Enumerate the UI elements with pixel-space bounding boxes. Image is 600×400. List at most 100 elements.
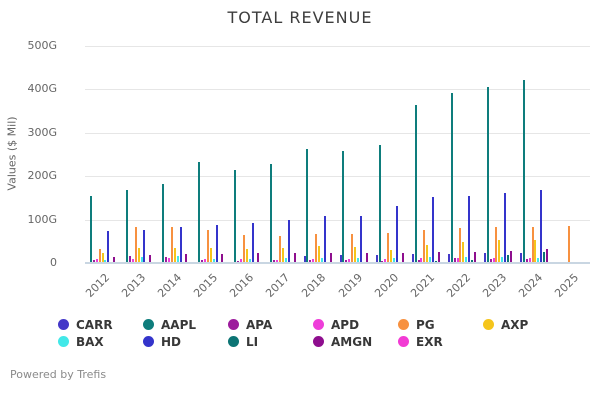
bar-HD-2020[interactable] (395, 206, 398, 263)
bar-APA-2012[interactable] (92, 260, 95, 263)
bar-AXP-2019[interactable] (354, 246, 357, 263)
bar-LI-2024[interactable] (543, 251, 546, 263)
bar-APA-2014[interactable] (165, 256, 168, 263)
bar-PG-2022[interactable] (459, 228, 462, 263)
bar-PG-2013[interactable] (134, 226, 137, 263)
bar-HD-2024[interactable] (540, 190, 543, 263)
bar-PG-2014[interactable] (170, 227, 173, 263)
bar-BAX-2012[interactable] (104, 260, 107, 263)
bar-AMGN-2014[interactable] (185, 254, 188, 263)
bar-AAPL-2016[interactable] (234, 169, 237, 263)
bar-APD-2023[interactable] (492, 257, 495, 263)
bar-AXP-2015[interactable] (209, 248, 212, 263)
bar-BAX-2014[interactable] (176, 255, 179, 263)
bar-AAPL-2020[interactable] (378, 144, 381, 263)
bar-AAPL-2021[interactable] (414, 105, 417, 263)
bar-APD-2020[interactable] (384, 259, 387, 263)
bar-PG-2012[interactable] (98, 248, 101, 263)
bar-BAX-2020[interactable] (393, 258, 396, 263)
bar-CARR-2023[interactable] (483, 253, 486, 263)
bar-AXP-2016[interactable] (245, 248, 248, 263)
bar-AMGN-2015[interactable] (221, 253, 224, 263)
bar-APD-2015[interactable] (204, 258, 206, 263)
bar-PG-2018[interactable] (315, 233, 318, 263)
bar-AAPL-2024[interactable] (522, 79, 525, 263)
bar-BAX-2019[interactable] (356, 258, 359, 263)
bar-APA-2013[interactable] (128, 255, 131, 263)
bar-LI-2023[interactable] (507, 255, 510, 263)
bar-AAPL-2017[interactable] (270, 164, 273, 263)
bar-APD-2014[interactable] (167, 258, 170, 263)
bar-PG-2017[interactable] (279, 235, 282, 263)
bar-PG-2025[interactable] (567, 226, 570, 263)
bar-CARR-2022[interactable] (447, 254, 450, 263)
legend-item-AMGN[interactable]: AMGN (313, 333, 398, 350)
legend-item-HD[interactable]: HD (143, 333, 228, 350)
bar-APD-2013[interactable] (131, 258, 134, 263)
bar-AAPL-2015[interactable] (198, 162, 201, 263)
legend-item-APD[interactable]: APD (313, 316, 398, 333)
bar-CARR-2018[interactable] (303, 255, 306, 263)
legend-item-EXR[interactable]: EXR (398, 333, 483, 350)
bar-APD-2019[interactable] (348, 259, 351, 263)
bar-AAPL-2012[interactable] (89, 195, 92, 263)
bar-PG-2019[interactable] (351, 233, 354, 263)
bar-AXP-2024[interactable] (534, 239, 537, 263)
bar-AMGN-2012[interactable] (113, 256, 116, 263)
bar-AMGN-2022[interactable] (473, 251, 476, 263)
bar-BAX-2018[interactable] (320, 258, 323, 263)
bar-PG-2020[interactable] (387, 232, 390, 263)
bar-AAPL-2018[interactable] (306, 148, 309, 263)
bar-AXP-2023[interactable] (498, 240, 501, 263)
bar-AMGN-2019[interactable] (365, 252, 368, 263)
bar-AXP-2012[interactable] (101, 252, 104, 263)
bar-AXP-2013[interactable] (137, 248, 140, 263)
bar-HD-2016[interactable] (251, 222, 254, 263)
bar-BAX-2023[interactable] (501, 256, 504, 263)
bar-APA-2018[interactable] (309, 259, 312, 263)
bar-AAPL-2013[interactable] (126, 190, 129, 263)
bar-AMGN-2021[interactable] (437, 251, 440, 263)
bar-HD-2013[interactable] (143, 230, 146, 263)
bar-APA-2021[interactable] (417, 259, 420, 263)
bar-AMGN-2020[interactable] (401, 252, 404, 263)
legend-item-AAPL[interactable]: AAPL (143, 316, 228, 333)
bar-AAPL-2019[interactable] (342, 151, 345, 263)
bar-HD-2017[interactable] (287, 219, 290, 263)
legend-item-AXP[interactable]: AXP (483, 316, 568, 333)
bar-PG-2023[interactable] (495, 227, 498, 263)
bar-APD-2012[interactable] (95, 258, 98, 263)
bar-BAX-2021[interactable] (429, 257, 432, 263)
bar-APA-2023[interactable] (489, 259, 492, 263)
bar-HD-2019[interactable] (359, 215, 362, 263)
bar-HD-2021[interactable] (432, 197, 435, 263)
bar-APD-2022[interactable] (456, 257, 459, 263)
bar-HD-2012[interactable] (107, 230, 110, 263)
bar-APA-2015[interactable] (201, 260, 204, 263)
bar-HD-2015[interactable] (215, 224, 218, 263)
bar-APD-2024[interactable] (528, 257, 531, 263)
legend-item-CARR[interactable]: CARR (58, 316, 143, 333)
bar-PG-2024[interactable] (531, 226, 534, 263)
bar-LI-2022[interactable] (471, 260, 473, 263)
bar-APA-2017[interactable] (273, 260, 276, 263)
bar-AMGN-2016[interactable] (257, 253, 260, 263)
bar-AMGN-2017[interactable] (293, 253, 296, 263)
bar-CARR-2020[interactable] (375, 255, 378, 263)
bar-PG-2016[interactable] (242, 234, 245, 263)
legend-item-PG[interactable]: PG (398, 316, 483, 333)
bar-AAPL-2023[interactable] (486, 86, 489, 263)
bar-AXP-2021[interactable] (426, 244, 429, 263)
bar-APA-2024[interactable] (525, 258, 528, 263)
bar-CARR-2021[interactable] (411, 254, 414, 263)
bar-BAX-2024[interactable] (537, 258, 540, 263)
bar-AXP-2018[interactable] (318, 245, 320, 263)
bar-APA-2019[interactable] (345, 260, 348, 263)
bar-APD-2021[interactable] (420, 258, 423, 263)
bar-BAX-2015[interactable] (212, 258, 215, 263)
legend-item-BAX[interactable]: BAX (58, 333, 143, 350)
bar-PG-2015[interactable] (206, 230, 209, 263)
bar-HD-2018[interactable] (323, 216, 326, 263)
bar-APD-2017[interactable] (276, 259, 279, 263)
bar-HD-2014[interactable] (179, 227, 182, 263)
